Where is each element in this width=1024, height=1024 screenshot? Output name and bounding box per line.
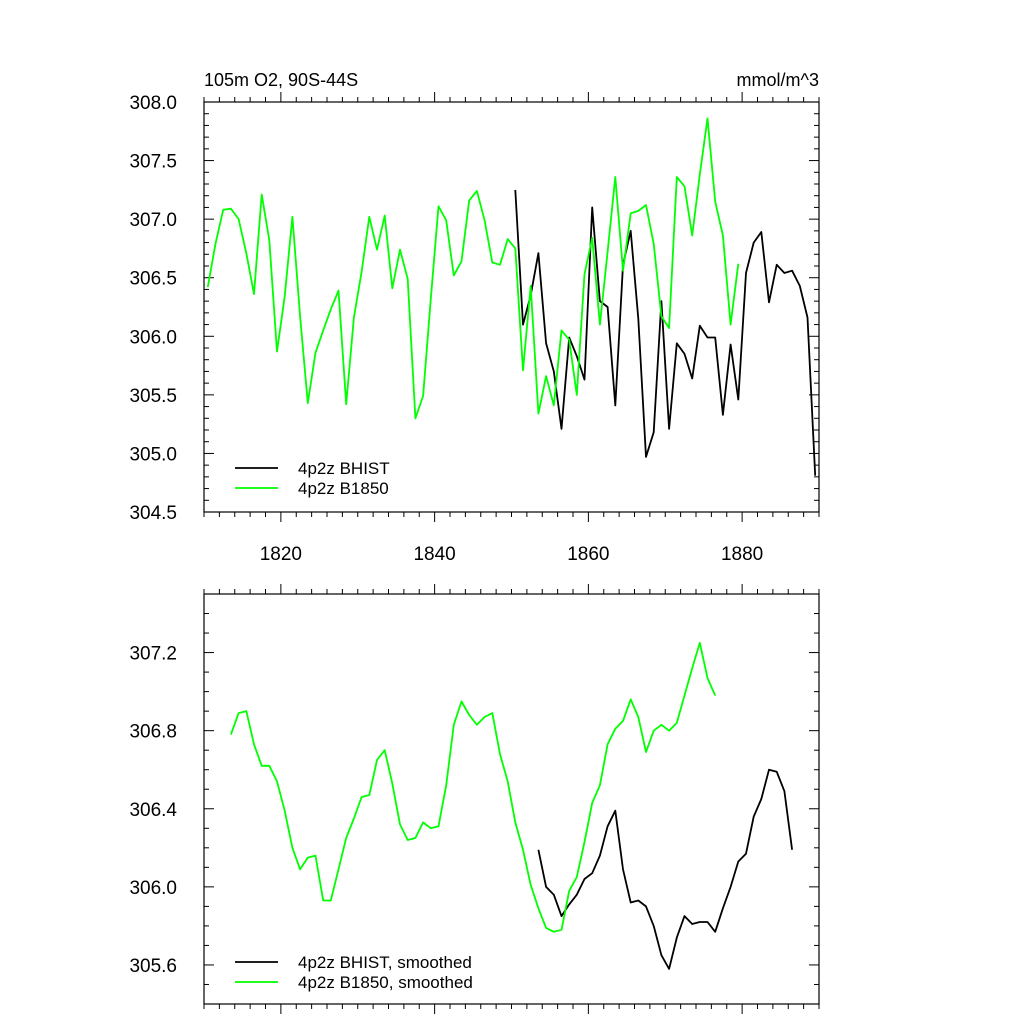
top-series-b1850-line <box>206 117 740 420</box>
legend-label: 4p2z BHIST, smoothed <box>298 953 472 972</box>
y-tick-label: 307.5 <box>129 152 177 173</box>
x-tick-label: 1840 <box>413 544 455 565</box>
y-tick-label: 306.4 <box>129 800 177 821</box>
y-tick-label: 305.0 <box>129 444 177 465</box>
top-series-bhist-line <box>514 189 817 476</box>
units-label: mmol/m^3 <box>737 70 819 90</box>
y-tick-label: 305.5 <box>129 386 177 407</box>
bottom-axis-labels: 305.6 306.0 306.4 306.8 307.2 <box>129 644 177 977</box>
y-tick-label: 304.5 <box>129 503 177 524</box>
top-series-lines <box>206 117 817 476</box>
y-tick-label: 306.0 <box>129 327 177 348</box>
bottom-series-b1850-line <box>230 641 717 933</box>
y-tick-label: 306.0 <box>129 878 177 899</box>
x-tick-label: 1860 <box>567 544 609 565</box>
x-tick-label: 1880 <box>721 544 763 565</box>
top-axis-labels: 304.5 305.0 305.5 306.0 306.5 307.0 307.5 308.0… <box>129 93 763 565</box>
y-tick-label: 308.0 <box>129 93 177 114</box>
chart-title: 105m O2, 90S-44S <box>204 70 358 90</box>
top-axis-ticks <box>203 92 820 522</box>
y-tick-label: 307.0 <box>129 210 177 231</box>
y-tick-label: 306.8 <box>129 722 177 743</box>
top-panel: 105m O2, 90S-44S mmol/m^3 304.5 305.0 305.… <box>129 70 820 565</box>
bottom-axis-ticks <box>203 584 820 1014</box>
legend-label: 4p2z B1850 <box>298 479 389 498</box>
bottom-panel: 305.6 306.0 306.4 306.8 307.2 4p2z BHIST, sm… <box>129 584 820 1014</box>
y-tick-label: 306.5 <box>129 269 177 290</box>
bottom-series-bhist-line <box>537 768 793 970</box>
bottom-series-lines <box>230 641 793 970</box>
top-plot-frame <box>203 101 820 513</box>
legend-label: 4p2z B1850, smoothed <box>298 973 473 992</box>
y-tick-label: 307.2 <box>129 644 177 665</box>
y-tick-label: 305.6 <box>129 956 177 977</box>
legend-label: 4p2z BHIST <box>298 459 390 478</box>
x-tick-label: 1820 <box>260 544 302 565</box>
